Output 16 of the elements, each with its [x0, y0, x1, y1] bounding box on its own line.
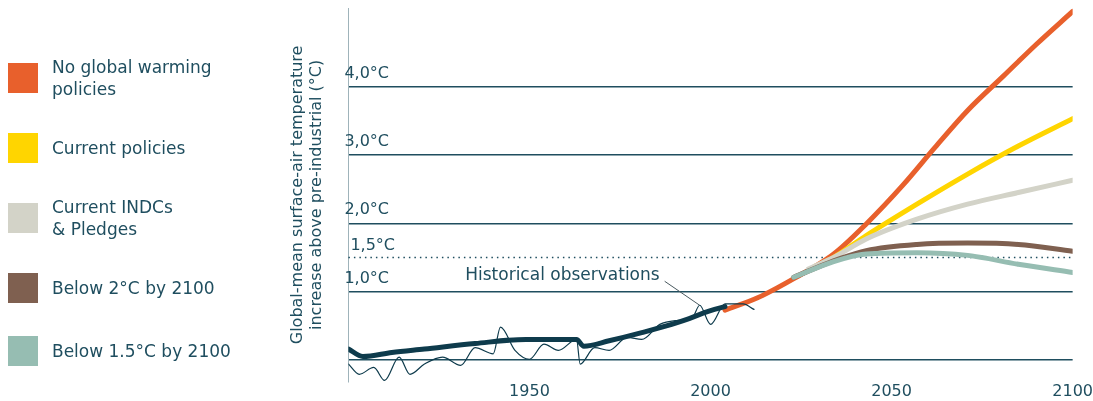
- x-tick-label: 2000: [690, 380, 731, 400]
- ref-line-label: 1,5°C: [350, 234, 396, 254]
- legend-label: Below 1.5°C by 2100: [52, 340, 231, 362]
- y-tick-label: 4,0°C: [344, 62, 390, 82]
- x-tick-label: 1950: [509, 380, 550, 400]
- legend-label: No global warming policies: [52, 56, 212, 100]
- x-tick-label: 2050: [871, 380, 912, 400]
- legend-label: Current INDCs & Pledges: [52, 196, 173, 240]
- y-axis-title: Global-mean surface-air temperature increase above pre-industrial (°C): [286, 45, 325, 345]
- legend-label: Below 2°C by 2100: [52, 277, 215, 299]
- y-tick-label: 3,0°C: [344, 131, 390, 151]
- x-tick-label: 2100: [1052, 380, 1093, 400]
- annotation: Historical observations: [465, 263, 660, 284]
- y-tick-label: 2,0°C: [344, 199, 390, 219]
- y-tick-label: 1,0°C: [344, 267, 390, 287]
- legend-label: Current policies: [52, 137, 186, 159]
